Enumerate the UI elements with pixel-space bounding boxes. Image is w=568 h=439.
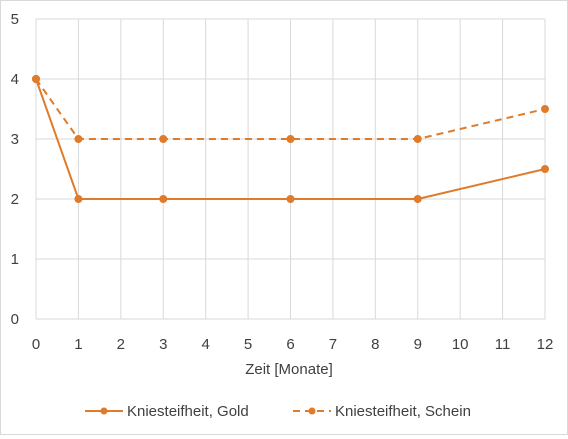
legend-label-1: Kniesteifheit, Gold	[127, 403, 249, 420]
x-tick-label: 9	[414, 336, 422, 353]
x-axis-tick-labels: 0 1 2 3 4 5 6 7 8 9 10 11 12	[32, 336, 554, 353]
x-tick-label: 12	[537, 336, 554, 353]
y-tick-label: 1	[11, 251, 19, 268]
legend: Kniesteifheit, Gold Kniesteifheit, Schein	[85, 403, 471, 420]
x-tick-label: 0	[32, 336, 40, 353]
x-axis-label: Zeit [Monate]	[245, 361, 333, 378]
y-tick-label: 3	[11, 131, 19, 148]
x-tick-label: 4	[201, 336, 209, 353]
legend-label-2: Kniesteifheit, Schein	[335, 403, 471, 420]
y-tick-label: 2	[11, 191, 19, 208]
data-point-series-1	[159, 195, 168, 203]
y-tick-label: 0	[11, 311, 19, 328]
x-tick-label: 7	[329, 336, 337, 353]
y-tick-label: 4	[11, 71, 19, 88]
series-line-1	[35, 78, 546, 200]
data-point-series-2	[413, 135, 422, 143]
x-tick-label: 2	[117, 336, 125, 353]
x-tick-label: 6	[286, 336, 294, 353]
y-tick-label: 5	[11, 11, 19, 28]
series-line-2	[35, 78, 546, 140]
data-point-series-1	[286, 195, 295, 203]
x-tick-label: 11	[495, 336, 511, 353]
data-point-series-2	[32, 75, 40, 83]
x-tick-label: 8	[371, 336, 379, 353]
series-lines	[32, 75, 549, 203]
x-tick-label: 5	[244, 336, 252, 353]
x-tick-label: 1	[74, 336, 82, 353]
data-point-series-2	[74, 135, 83, 143]
x-tick-label: 10	[452, 336, 469, 353]
x-tick-label: 3	[159, 336, 167, 353]
y-axis-tick-labels: 0 1 2 3 4 5	[11, 11, 19, 328]
data-point-series-1	[541, 165, 549, 173]
legend-marker-1	[100, 407, 108, 415]
data-point-series-1	[74, 195, 83, 203]
legend-marker-2	[308, 407, 316, 415]
data-point-series-2	[541, 105, 549, 113]
data-point-series-1	[413, 195, 422, 203]
grid	[35, 18, 546, 320]
data-point-series-2	[159, 135, 168, 143]
data-point-series-2	[286, 135, 295, 143]
